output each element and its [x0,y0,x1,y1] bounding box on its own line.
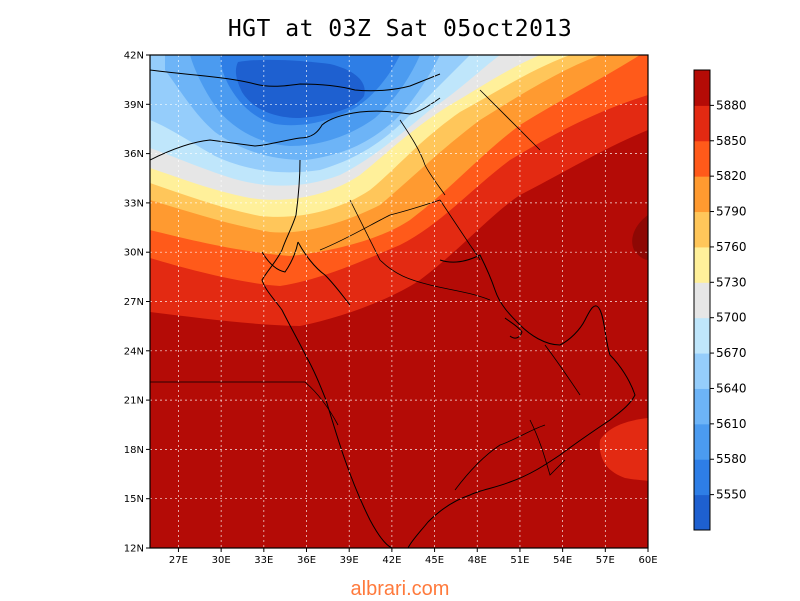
lat-tick-label: 39N [124,100,144,111]
colorbar-segment [694,105,710,142]
map-grid [150,55,648,548]
map-title: HGT at 03Z Sat 05oct2013 [227,16,573,42]
lon-tick-label: 45E [425,555,444,566]
lon-tick-label: 27E [169,555,188,566]
colorbar-segment [694,140,710,177]
colorbar-tick-label: 5640 [716,381,747,395]
colorbar-tick-label: 5760 [716,240,747,254]
lon-tick-label: 30E [212,555,231,566]
lat-tick-label: 15N [124,494,144,505]
colorbar-segment [694,353,710,389]
lon-tick-label: 51E [510,555,529,566]
coastlines [150,69,636,548]
colorbar-tick-label: 5790 [716,205,747,219]
lon-tick-label: 54E [553,555,572,566]
colorbar-segment [694,70,710,106]
colorbar-tick-label: 5880 [716,98,747,112]
lon-tick-label: 60E [638,555,657,566]
country-borders [150,89,581,491]
colorbar-tick-label: 5670 [716,346,747,360]
lat-tick-label: 30N [124,248,144,259]
lon-tick-label: 36E [297,555,316,566]
lat-tick-label: 24N [124,346,144,357]
colorbar: 5550 5580 5610 5640 5670 5700 5730 5760 5790 5820… [693,69,747,531]
colorbar-segment [694,317,710,354]
colorbar-tick-label: 5850 [716,134,747,148]
lat-tick-label: 42N [124,51,144,62]
lon-tick-label: 39E [340,555,359,566]
height-contour-fill [150,55,648,548]
colorbar-segment [694,494,710,531]
lon-tick-label: 42E [382,555,401,566]
lat-tick-label: 36N [124,149,144,160]
lon-tick-label: 57E [596,555,615,566]
colorbar-segment [694,176,710,213]
colorbar-segment [694,246,710,283]
lon-tick-label: 48E [468,555,487,566]
colorbar-tick-label: 5550 [716,488,747,502]
lat-tick-label: 12N [124,544,144,555]
lat-tick-label: 33N [124,198,144,209]
latitude-axis: 12N 15N 18N 21N 24N 27N 30N 33N 36N 39N 42N [124,51,150,555]
colorbar-segment [694,423,710,460]
colorbar-segment [694,459,710,496]
colorbar-frame [693,69,711,531]
lat-tick-label: 27N [124,297,144,308]
longitude-axis: 27E 30E 33E 36E 39E 42E 45E 48E 51E 54E 57E 60E [169,548,658,566]
lon-tick-label: 33E [254,555,273,566]
colorbar-tick-label: 5730 [716,275,747,289]
colorbar-segment [694,211,710,248]
lat-tick-label: 21N [124,396,144,407]
colorbar-segment [694,282,710,319]
colorbar-segment [694,388,710,425]
colorbar-tick-label: 5610 [716,417,747,431]
colorbar-tick-label: 5700 [716,311,747,325]
lat-tick-label: 18N [124,445,144,456]
colorbar-tick-label: 5820 [716,169,747,183]
colorbar-tick-label: 5580 [716,452,747,466]
site-watermark: albrari.com [350,578,450,600]
